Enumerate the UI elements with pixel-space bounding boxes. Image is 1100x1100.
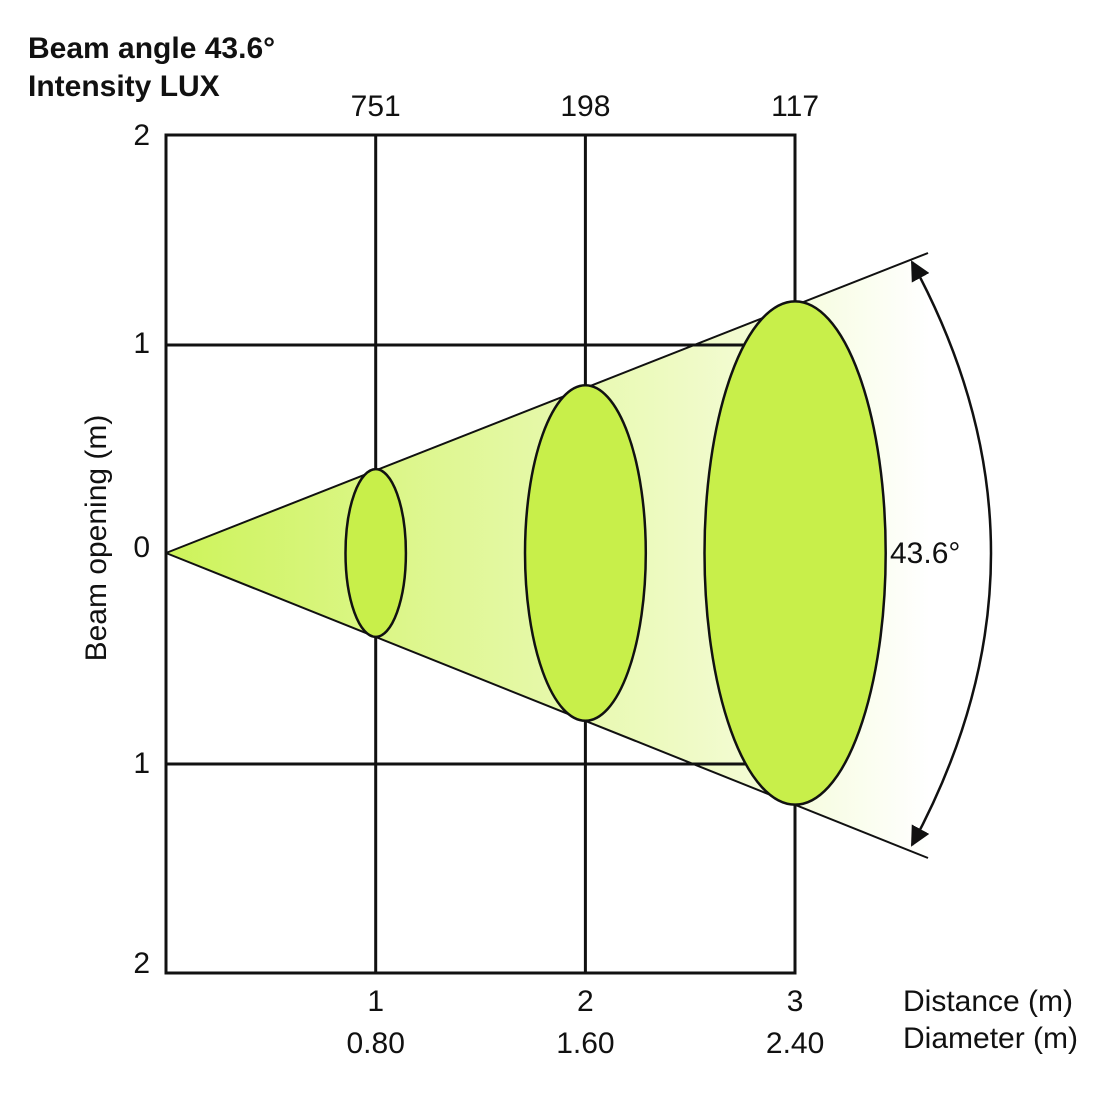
- y-tick-label: 1: [133, 327, 150, 360]
- y-tick-label: 2: [133, 119, 150, 152]
- beam-ellipse: [703, 300, 887, 806]
- cone-edge: [165, 552, 929, 859]
- angle-arrow: [910, 260, 993, 847]
- diameter-label: 1.60: [556, 1027, 614, 1060]
- lux-label: 751: [351, 90, 401, 123]
- distance-label: 3: [787, 985, 804, 1018]
- y-tick-label: 1: [133, 747, 150, 780]
- y-axis-label: Beam opening (m): [80, 415, 113, 662]
- beam-ellipse: [344, 467, 408, 639]
- distance-label: 1: [367, 985, 384, 1018]
- lux-label: 198: [560, 90, 610, 123]
- title-line: Beam angle 43.6°: [28, 32, 275, 65]
- beam-ellipse: [523, 383, 648, 723]
- y-tick-label: 2: [133, 947, 150, 980]
- angle-label: 43.6°: [890, 537, 960, 570]
- title-line: Intensity LUX: [28, 70, 220, 103]
- distance-label: 2: [577, 985, 594, 1018]
- x-axis-label: Diameter (m): [903, 1022, 1078, 1055]
- lux-label: 117: [771, 90, 819, 123]
- y-tick-label: 0: [133, 531, 150, 564]
- diameter-label: 0.80: [347, 1027, 405, 1060]
- x-axis-label: Distance (m): [903, 985, 1073, 1018]
- diameter-label: 2.40: [766, 1027, 824, 1060]
